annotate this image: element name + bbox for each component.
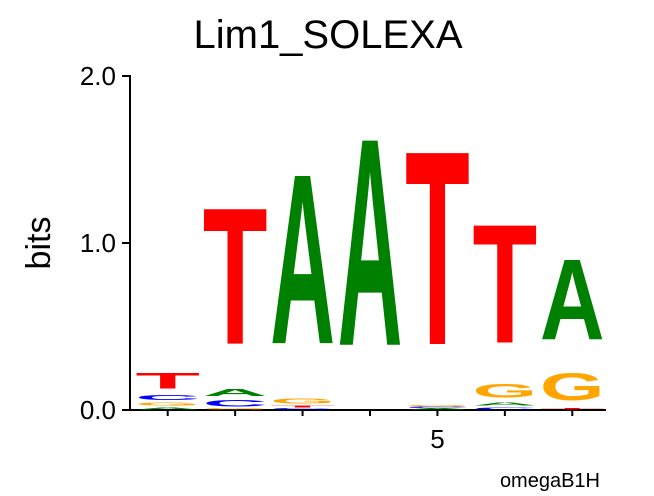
logo-letter: C	[405, 407, 470, 409]
logo-letter: A	[135, 407, 200, 410]
logo-letter: C	[472, 407, 537, 410]
logo-letter: C	[135, 393, 200, 401]
logo-letter: A	[203, 387, 268, 399]
logo-letter: C	[203, 398, 268, 408]
logo-letter: T	[270, 405, 335, 408]
logo-letter: T	[135, 369, 200, 394]
logo-letter: A	[405, 408, 470, 410]
logo-letter: G	[405, 405, 470, 407]
logo-letter: T	[472, 190, 537, 380]
annotation: omegaB1H	[500, 470, 600, 492]
logo-letter: G	[472, 380, 537, 402]
logo-letter: A	[540, 236, 605, 364]
y-tick-label: 2.0	[80, 61, 116, 91]
logo-letter: A	[270, 123, 335, 395]
x-tick-label: 5	[430, 424, 444, 454]
chart-title: Lim1_SOLEXA	[193, 13, 462, 57]
logo-letter: G	[540, 365, 605, 409]
logo-letter: G	[135, 402, 200, 407]
logo-letter: A	[472, 402, 537, 407]
logo-letter: G	[270, 397, 335, 405]
logo-letter: G	[203, 408, 268, 410]
y-tick-label: 1.0	[80, 228, 116, 258]
logo-letter: A	[338, 78, 403, 408]
logo-letter: T	[203, 168, 268, 386]
logo-letter: T	[405, 94, 470, 403]
y-axis-label: bits	[20, 217, 58, 270]
logo-letter: C	[270, 408, 335, 410]
y-tick-label: 0.0	[80, 395, 116, 425]
logo-letter: T	[540, 408, 605, 410]
